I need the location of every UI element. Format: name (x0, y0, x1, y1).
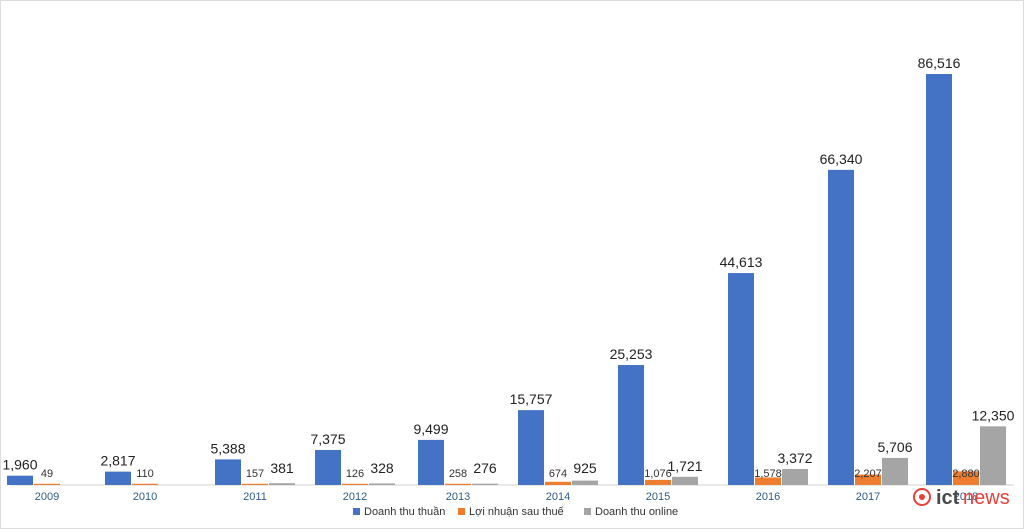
data-label-doanh-thu-thuần-2012: 7,375 (310, 431, 345, 447)
bar-doanh-thu-thuần-2011 (215, 459, 241, 485)
watermark-logo-dot-icon (919, 494, 925, 500)
x-tick-labels: 2009 2010 2011 2012 2013 2014 2015 2016 2017 2018 (35, 491, 978, 503)
bars-group (7, 74, 1006, 486)
bar-doanh-thu-online-2012 (369, 483, 395, 485)
x-tick-2009: 2009 (35, 491, 59, 503)
bar-lợi-nhuận-sau-thuế-2009 (34, 483, 60, 485)
bar-doanh-thu-thuần-2016 (728, 273, 754, 485)
data-label-lợi-nhuận-sau-thuế-2017: 2,207 (854, 468, 882, 480)
bar-doanh-thu-online-2011 (269, 483, 295, 485)
bar-doanh-thu-online-2016 (782, 468, 808, 485)
data-label-lợi-nhuận-sau-thuế-2018: 2,880 (952, 468, 980, 480)
bar-lợi-nhuận-sau-thuế-2012 (342, 483, 368, 485)
bar-doanh-thu-thuần-2012 (315, 449, 341, 485)
bar-lợi-nhuận-sau-thuế-2015 (645, 479, 671, 485)
bar-lợi-nhuận-sau-thuế-2013 (445, 483, 471, 485)
bar-doanh-thu-online-2013 (472, 483, 498, 485)
data-label-doanh-thu-online-2017: 5,706 (877, 439, 912, 455)
legend-label-2: Doanh thu online (595, 506, 678, 518)
data-label-doanh-thu-online-2014: 925 (573, 460, 597, 476)
data-label-doanh-thu-online-2013: 276 (473, 460, 497, 476)
data-label-doanh-thu-thuần-2015: 25,253 (610, 346, 653, 362)
data-label-lợi-nhuận-sau-thuế-2009: 49 (41, 468, 53, 480)
x-tick-2015: 2015 (646, 491, 670, 503)
x-tick-2017: 2017 (856, 491, 880, 503)
legend-swatch-2 (584, 508, 591, 515)
bar-doanh-thu-online-2014 (572, 480, 598, 485)
data-label-doanh-thu-thuần-2011: 5,388 (210, 440, 245, 456)
bar-doanh-thu-thuần-2009 (7, 475, 33, 485)
bar-lợi-nhuận-sau-thuế-2018 (953, 471, 979, 485)
bar-lợi-nhuận-sau-thuế-2016 (755, 477, 781, 485)
legend-label-1: Lợi nhuận sau thuế (469, 506, 564, 518)
data-label-doanh-thu-thuần-2016: 44,613 (720, 254, 763, 270)
watermark-news: news (963, 487, 1010, 509)
data-label-doanh-thu-online-2018: 12,350 (972, 407, 1015, 423)
bar-doanh-thu-thuần-2014 (518, 410, 544, 485)
bar-doanh-thu-thuần-2015 (618, 365, 644, 485)
x-tick-2010: 2010 (133, 491, 157, 503)
data-label-doanh-thu-thuần-2010: 2,817 (100, 453, 135, 469)
data-label-doanh-thu-online-2016: 3,372 (777, 450, 812, 466)
bar-doanh-thu-online-2017 (882, 457, 908, 485)
data-label-doanh-thu-thuần-2018: 86,516 (918, 55, 961, 71)
data-label-doanh-thu-thuần-2017: 66,340 (820, 151, 863, 167)
legend: Doanh thu thuần Lợi nhuận sau thuế Doanh t… (353, 506, 678, 518)
bar-doanh-thu-online-2015 (672, 476, 698, 485)
watermark-ict: ict (936, 487, 960, 509)
data-label-doanh-thu-online-2015: 1,721 (667, 458, 702, 474)
legend-swatch-1 (458, 508, 465, 515)
x-tick-2012: 2012 (343, 491, 367, 503)
x-tick-2011: 2011 (243, 491, 267, 503)
x-tick-2018: 2018 (954, 491, 978, 503)
bar-lợi-nhuận-sau-thuế-2017 (855, 474, 881, 485)
ictnews-watermark: ict news (913, 487, 1010, 509)
watermark-logo-icon (913, 488, 931, 506)
data-label-lợi-nhuận-sau-thuế-2015: 1,076 (644, 468, 672, 480)
data-label-doanh-thu-thuần-2009: 1,960 (2, 457, 37, 473)
data-label-lợi-nhuận-sau-thuế-2011: 157 (246, 468, 264, 480)
x-tick-2014: 2014 (546, 491, 570, 503)
data-label-doanh-thu-online-2011: 381 (270, 460, 294, 476)
data-label-lợi-nhuận-sau-thuế-2010: 110 (136, 468, 154, 480)
bar-doanh-thu-thuần-2013 (418, 439, 444, 485)
x-tick-2016: 2016 (756, 491, 780, 503)
bar-lợi-nhuận-sau-thuế-2010 (132, 483, 158, 485)
legend-swatch-0 (353, 508, 360, 515)
data-label-lợi-nhuận-sau-thuế-2013: 258 (449, 468, 467, 480)
bar-doanh-thu-thuần-2018 (926, 74, 952, 485)
data-label-doanh-thu-online-2012: 328 (370, 460, 394, 476)
data-label-lợi-nhuận-sau-thuế-2014: 674 (549, 468, 567, 480)
bar-lợi-nhuận-sau-thuế-2014 (545, 481, 571, 485)
legend-label-0: Doanh thu thuần (364, 506, 445, 518)
data-label-doanh-thu-thuần-2014: 15,757 (510, 391, 553, 407)
bar-lợi-nhuận-sau-thuế-2011 (242, 483, 268, 485)
bar-doanh-thu-thuần-2017 (828, 169, 854, 486)
bar-doanh-thu-online-2018 (980, 426, 1006, 485)
data-label-lợi-nhuận-sau-thuế-2012: 126 (346, 468, 364, 480)
x-tick-2013: 2013 (446, 491, 470, 503)
data-label-doanh-thu-thuần-2013: 9,499 (413, 421, 448, 437)
bar-doanh-thu-thuần-2010 (105, 471, 131, 485)
data-label-lợi-nhuận-sau-thuế-2016: 1,578 (754, 468, 782, 480)
